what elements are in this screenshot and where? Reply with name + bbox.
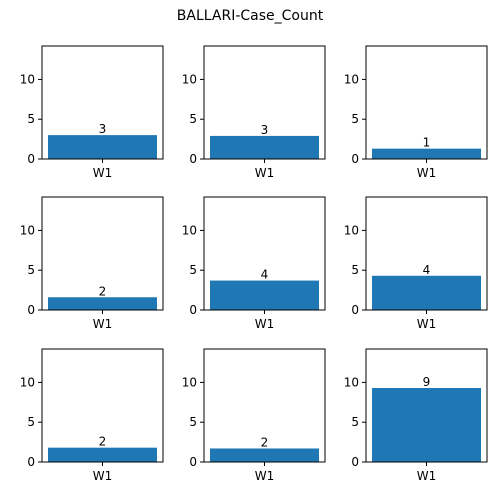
y-tick-label: 5 bbox=[27, 263, 35, 277]
y-tick-label: 0 bbox=[189, 152, 197, 166]
bar-value-label: 2 bbox=[99, 435, 107, 449]
bar-value-label: 4 bbox=[423, 263, 431, 277]
y-tick-label: 10 bbox=[344, 375, 359, 389]
bar-value-label: 4 bbox=[261, 268, 269, 282]
y-tick-label: 0 bbox=[351, 455, 359, 469]
y-tick-label: 5 bbox=[189, 263, 197, 277]
bar bbox=[48, 135, 157, 159]
x-tick-label: W1 bbox=[93, 166, 113, 180]
y-tick-label: 0 bbox=[351, 303, 359, 317]
y-tick-label: 5 bbox=[351, 112, 359, 126]
bar-value-label: 9 bbox=[423, 375, 431, 389]
subplot-8: 2 0 5 10 W1 bbox=[182, 348, 326, 483]
bar-value-label: 2 bbox=[99, 284, 107, 298]
subplot-1: 3 0 5 10 W1 bbox=[20, 45, 164, 180]
chart-title: BALLARI-Case_Count bbox=[176, 8, 324, 24]
y-tick-label: 10 bbox=[182, 72, 197, 86]
x-tick-label: W1 bbox=[93, 469, 113, 483]
y-tick-label: 10 bbox=[20, 72, 35, 86]
bar-value-label: 1 bbox=[423, 136, 431, 150]
bar-value-label: 2 bbox=[261, 435, 269, 449]
bar bbox=[210, 135, 319, 159]
y-tick-label: 5 bbox=[27, 112, 35, 126]
y-tick-label: 5 bbox=[189, 112, 197, 126]
subplot-9: 9 0 5 10 W1 bbox=[344, 348, 488, 483]
bar bbox=[372, 148, 481, 159]
subplot-4: 2 0 5 10 W1 bbox=[20, 196, 164, 331]
x-tick-label: W1 bbox=[417, 166, 437, 180]
y-tick-label: 0 bbox=[189, 455, 197, 469]
bar bbox=[210, 280, 319, 310]
subplot-5: 4 0 5 10 W1 bbox=[182, 196, 326, 331]
bar bbox=[48, 447, 157, 462]
y-tick-label: 10 bbox=[182, 375, 197, 389]
bar-value-label: 3 bbox=[99, 122, 107, 136]
x-tick-label: W1 bbox=[417, 317, 437, 331]
subplot-6: 4 0 5 10 W1 bbox=[344, 196, 488, 331]
y-tick-label: 10 bbox=[20, 223, 35, 237]
y-tick-label: 10 bbox=[344, 72, 359, 86]
bar bbox=[48, 297, 157, 310]
y-tick-label: 0 bbox=[27, 455, 35, 469]
bar bbox=[372, 275, 481, 310]
x-tick-label: W1 bbox=[417, 469, 437, 483]
bar bbox=[372, 387, 481, 462]
x-tick-label: W1 bbox=[93, 317, 113, 331]
subplot-2: 3 0 5 10 W1 bbox=[182, 45, 326, 180]
y-tick-label: 5 bbox=[351, 263, 359, 277]
x-tick-label: W1 bbox=[255, 317, 275, 331]
y-tick-label: 5 bbox=[189, 415, 197, 429]
y-tick-label: 10 bbox=[20, 375, 35, 389]
y-tick-label: 0 bbox=[27, 152, 35, 166]
y-tick-label: 0 bbox=[27, 303, 35, 317]
y-tick-label: 10 bbox=[344, 223, 359, 237]
bar-value-label: 3 bbox=[261, 123, 269, 137]
y-tick-label: 10 bbox=[182, 223, 197, 237]
x-tick-label: W1 bbox=[255, 469, 275, 483]
y-tick-label: 5 bbox=[27, 415, 35, 429]
bar bbox=[210, 448, 319, 462]
subplot-7: 2 0 5 10 W1 bbox=[20, 348, 164, 483]
x-tick-label: W1 bbox=[255, 166, 275, 180]
y-tick-label: 5 bbox=[351, 415, 359, 429]
y-tick-label: 0 bbox=[189, 303, 197, 317]
y-tick-label: 0 bbox=[351, 152, 359, 166]
